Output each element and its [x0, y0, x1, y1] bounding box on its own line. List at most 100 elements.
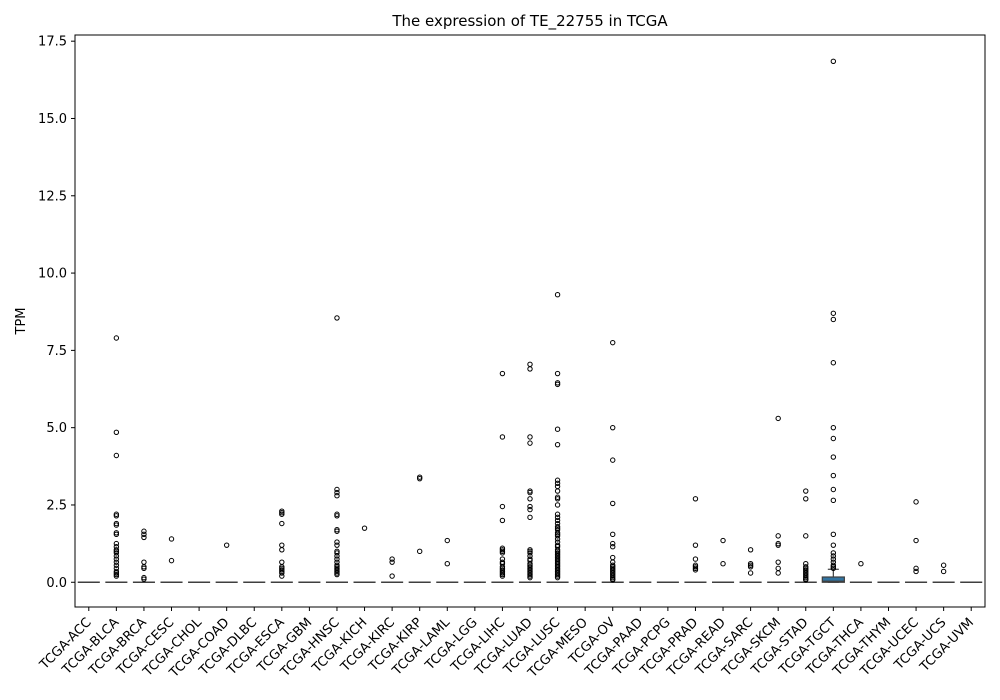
outlier-point [830, 486, 837, 493]
box-group-tcga-kirc [381, 556, 404, 584]
outlier-point [334, 539, 340, 545]
outlier-point [113, 335, 120, 341]
y-axis-label: TPM [14, 308, 29, 336]
outlier-point [803, 496, 809, 502]
outlier-point [499, 573, 506, 579]
outlier-point [747, 570, 754, 576]
outlier-point [527, 489, 533, 496]
outlier-point [334, 556, 340, 562]
outlier-point [334, 571, 340, 578]
box-group-tcga-lusc [546, 292, 569, 584]
outlier-point [499, 370, 506, 377]
outlier-point [554, 533, 561, 539]
outlier-point [610, 577, 616, 583]
outlier-point [554, 477, 561, 483]
box-group-tcga-ucs [932, 562, 955, 584]
outlier-point [830, 424, 837, 431]
outlier-point [554, 574, 561, 581]
outlier-point [803, 533, 809, 539]
outlier-point [913, 565, 919, 572]
outlier-point [168, 557, 175, 564]
outlier-point [830, 435, 837, 442]
y-tick-label: 7.5 [46, 344, 67, 359]
outlier-point [527, 496, 533, 502]
outlier-point [610, 424, 616, 431]
outlier-point [858, 561, 864, 567]
outlier-point [334, 553, 340, 559]
outlier-point [334, 486, 340, 493]
outlier-point [830, 454, 837, 460]
outlier-point [554, 292, 561, 298]
outlier-point [830, 360, 837, 366]
outlier-point [499, 434, 506, 440]
outlier-point [334, 513, 340, 519]
outlier-point [554, 370, 561, 377]
plot-area [77, 58, 983, 584]
outlier-point [775, 533, 781, 539]
y-tick-label: 10.0 [38, 267, 67, 282]
outlier-point [527, 503, 533, 510]
outlier-point [830, 553, 837, 559]
outlier-point [499, 550, 506, 556]
outlier-point [113, 513, 120, 519]
outlier-point [830, 531, 837, 538]
box-group-tcga-esca [270, 508, 293, 584]
outlier-point [940, 562, 947, 568]
outlier-point [113, 452, 120, 459]
outlier-point [830, 550, 837, 556]
box-group-tcga-brca [132, 528, 155, 584]
box-group-tcga-thca [849, 561, 872, 584]
outlier-point [279, 573, 285, 579]
outlier-point [554, 502, 561, 508]
outlier-point [554, 536, 561, 542]
outlier-point [499, 503, 506, 510]
box-group-tcga-kich [353, 525, 376, 584]
outlier-point [554, 517, 561, 524]
iqr-box [821, 576, 845, 583]
outlier-point [830, 472, 837, 479]
outlier-point [940, 568, 947, 575]
outlier-point [775, 570, 781, 576]
y-tick-label: 12.5 [38, 189, 67, 204]
box-group-tcga-tgct [821, 58, 845, 583]
outlier-point [554, 480, 561, 487]
outlier-point [141, 528, 147, 534]
outlier-point [279, 511, 285, 517]
outlier-point [830, 58, 837, 64]
outlier-point [830, 565, 837, 572]
outlier-point [389, 559, 395, 565]
outlier-point [527, 550, 533, 556]
outlier-point [610, 339, 616, 346]
outlier-point [113, 522, 120, 528]
outlier-point [168, 536, 175, 542]
outlier-point [554, 426, 561, 432]
outlier-point [113, 573, 120, 579]
outlier-point [747, 564, 754, 570]
outlier-point [803, 577, 809, 583]
outlier-point [444, 561, 450, 567]
outlier-point [113, 429, 120, 436]
box-group-tcga-lihc [491, 370, 514, 584]
box-group-tcga-hnsc [325, 315, 348, 584]
outlier-point [113, 540, 120, 547]
box-group-tcga-laml [436, 537, 459, 584]
outlier-point [527, 514, 533, 521]
y-tick-label: 5.0 [46, 421, 67, 436]
outlier-point [527, 506, 533, 513]
outlier-point [389, 573, 395, 579]
outlier-point [113, 553, 120, 559]
outlier-point [334, 542, 340, 548]
outlier-point [416, 475, 423, 482]
box-group-tcga-coad [215, 542, 238, 584]
outlier-point [610, 540, 616, 547]
outlier-point [334, 315, 340, 321]
outlier-point [113, 550, 120, 556]
outlier-point [913, 568, 919, 575]
box-group-tcga-stad [794, 488, 817, 584]
outlier-point [720, 561, 726, 567]
outlier-point [830, 316, 837, 323]
y-tick-label: 17.5 [38, 35, 67, 50]
outlier-point [527, 440, 533, 446]
outlier-point [554, 381, 561, 388]
outlier-point [830, 542, 837, 548]
